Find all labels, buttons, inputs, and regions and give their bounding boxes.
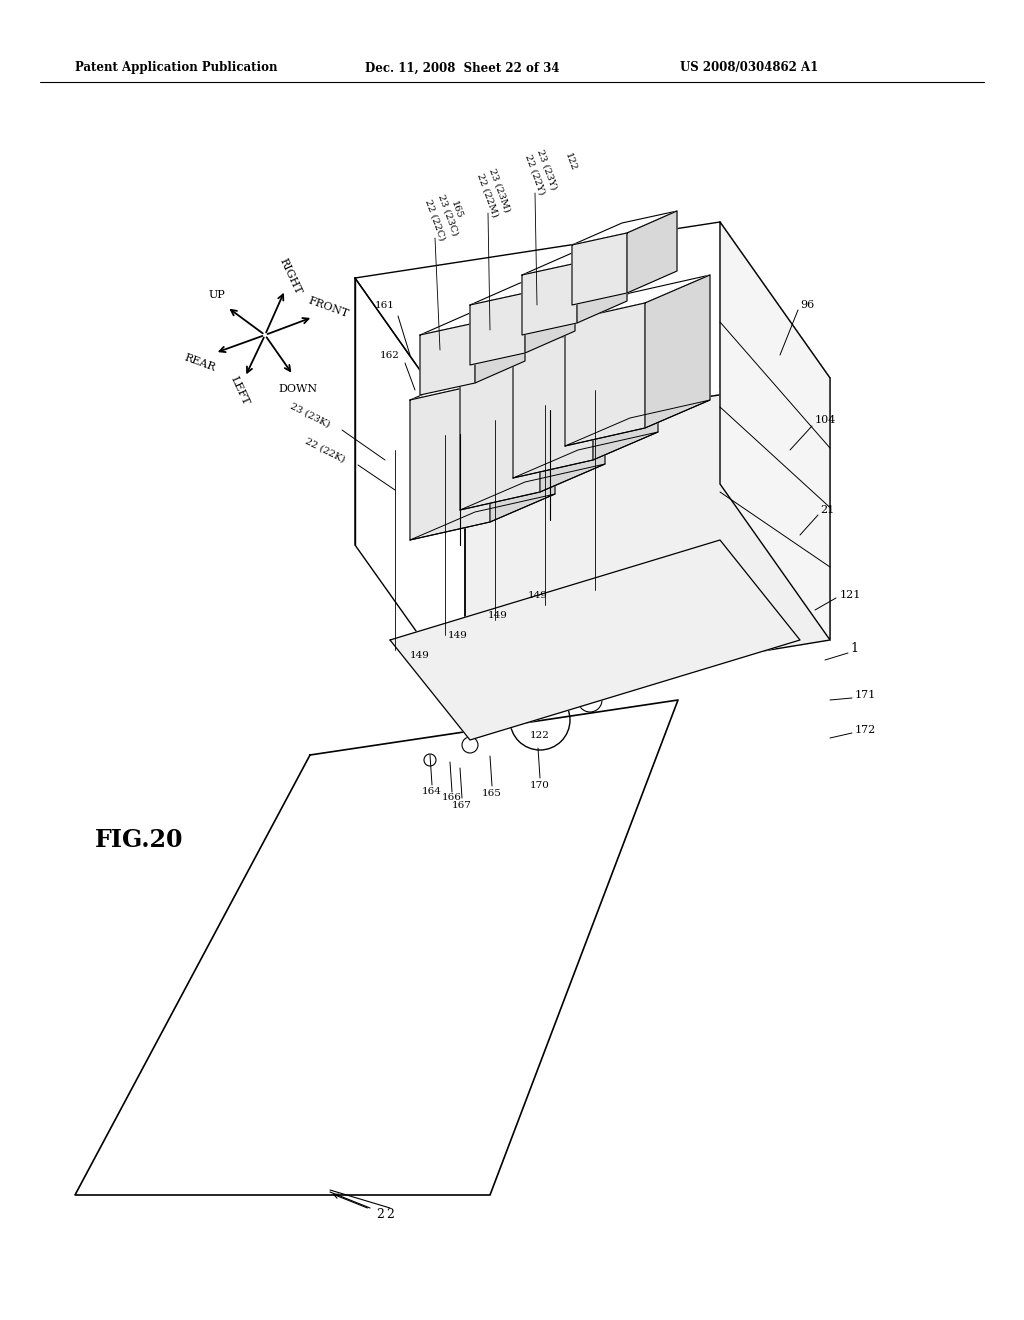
Text: 164: 164 (422, 788, 442, 796)
Text: 170: 170 (530, 780, 550, 789)
Text: 23 (23C): 23 (23C) (436, 193, 460, 236)
Polygon shape (420, 323, 475, 395)
Polygon shape (410, 354, 555, 400)
Polygon shape (420, 301, 525, 335)
Text: 22 (22Y): 22 (22Y) (523, 153, 547, 197)
Polygon shape (572, 211, 677, 246)
Text: 22 (22C): 22 (22C) (423, 198, 446, 242)
Text: 165: 165 (449, 199, 464, 220)
Polygon shape (465, 378, 830, 700)
Polygon shape (470, 293, 525, 366)
Text: DOWN: DOWN (279, 384, 317, 393)
Text: US 2008/0304862 A1: US 2008/0304862 A1 (680, 62, 818, 74)
Text: 149: 149 (410, 651, 430, 660)
Text: Dec. 11, 2008  Sheet 22 of 34: Dec. 11, 2008 Sheet 22 of 34 (365, 62, 559, 74)
Polygon shape (565, 304, 645, 446)
Polygon shape (522, 242, 627, 275)
Polygon shape (460, 329, 605, 375)
Text: 167: 167 (452, 800, 472, 809)
Polygon shape (460, 356, 540, 510)
Text: 161: 161 (375, 301, 395, 309)
Text: 23 (23Y): 23 (23Y) (536, 149, 558, 191)
Polygon shape (470, 271, 575, 305)
Polygon shape (410, 381, 490, 540)
Polygon shape (645, 275, 710, 428)
Text: 149: 149 (488, 610, 508, 619)
Text: 1: 1 (850, 642, 858, 655)
Polygon shape (720, 222, 830, 640)
Text: 23 (23M): 23 (23M) (487, 166, 512, 213)
Polygon shape (475, 301, 525, 383)
Polygon shape (577, 242, 627, 323)
Text: 165: 165 (482, 788, 502, 797)
Polygon shape (490, 354, 555, 521)
Text: 23 (23K): 23 (23K) (289, 401, 332, 429)
Text: RIGHT: RIGHT (278, 256, 303, 296)
Text: 96: 96 (800, 300, 814, 310)
Polygon shape (525, 271, 575, 352)
Text: LEFT: LEFT (229, 375, 251, 407)
Text: 121: 121 (840, 590, 861, 601)
Text: 149: 149 (449, 631, 468, 639)
Text: 162: 162 (380, 351, 400, 359)
Text: 104: 104 (815, 414, 837, 425)
Text: FIG.20: FIG.20 (95, 828, 183, 851)
Text: 122: 122 (562, 152, 578, 173)
Text: 2: 2 (386, 1209, 394, 1221)
Text: FRONT: FRONT (306, 296, 349, 319)
Text: 2: 2 (376, 1209, 384, 1221)
Text: 171: 171 (855, 690, 877, 700)
Polygon shape (593, 302, 658, 459)
Polygon shape (390, 540, 800, 741)
Text: REAR: REAR (183, 352, 217, 374)
Text: 21: 21 (820, 506, 835, 515)
Text: 172: 172 (855, 725, 877, 735)
Polygon shape (513, 330, 593, 478)
Polygon shape (513, 302, 658, 348)
Text: 149: 149 (528, 590, 548, 599)
Polygon shape (540, 329, 605, 492)
Text: UP: UP (209, 290, 225, 300)
Text: Patent Application Publication: Patent Application Publication (75, 62, 278, 74)
Text: 22 (22M): 22 (22M) (476, 172, 500, 218)
Text: 22 (22K): 22 (22K) (304, 436, 346, 463)
Polygon shape (565, 275, 710, 321)
Polygon shape (572, 234, 627, 305)
Polygon shape (627, 211, 677, 293)
Text: 166: 166 (442, 793, 462, 803)
Polygon shape (522, 263, 577, 335)
Text: 122: 122 (530, 730, 550, 739)
